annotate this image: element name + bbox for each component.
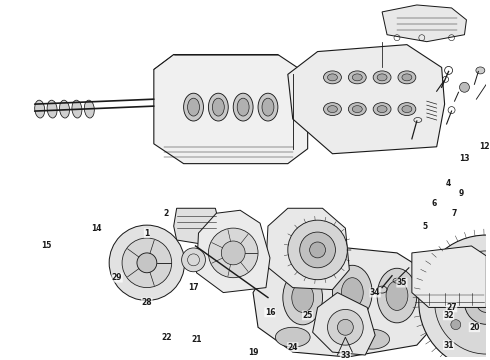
Ellipse shape [184,93,203,121]
Ellipse shape [327,74,338,81]
Text: 21: 21 [191,335,202,344]
Circle shape [451,275,461,285]
Ellipse shape [342,278,363,307]
Ellipse shape [188,98,199,116]
Ellipse shape [355,329,390,349]
Circle shape [419,235,490,360]
Circle shape [109,225,185,301]
Circle shape [122,238,172,288]
Polygon shape [313,293,375,355]
Circle shape [465,281,490,324]
Text: 4: 4 [446,179,451,188]
Ellipse shape [283,270,322,325]
Ellipse shape [333,265,372,320]
Polygon shape [154,55,308,164]
Text: 25: 25 [302,311,313,320]
Ellipse shape [35,100,45,118]
Ellipse shape [84,100,94,118]
Circle shape [451,320,461,330]
Text: 12: 12 [479,142,490,151]
Polygon shape [196,210,270,293]
Ellipse shape [323,71,342,84]
Text: 9: 9 [459,189,464,198]
Text: 14: 14 [91,224,101,233]
Ellipse shape [402,74,412,81]
Polygon shape [382,5,466,42]
Text: 31: 31 [443,341,454,350]
Ellipse shape [348,103,366,116]
Ellipse shape [323,103,342,116]
Text: 32: 32 [443,311,454,320]
Polygon shape [412,246,486,307]
Text: 15: 15 [42,242,52,251]
Text: 1: 1 [144,229,149,238]
Text: 33: 33 [340,351,351,360]
Ellipse shape [258,93,278,121]
Circle shape [208,228,258,278]
Circle shape [435,251,490,354]
Ellipse shape [262,98,274,116]
Ellipse shape [208,93,228,121]
Ellipse shape [373,103,391,116]
Ellipse shape [72,100,82,118]
Text: 24: 24 [288,343,298,352]
Ellipse shape [233,93,253,121]
Ellipse shape [348,71,366,84]
Ellipse shape [47,100,57,118]
Ellipse shape [352,105,362,113]
Ellipse shape [59,100,70,118]
Ellipse shape [476,67,485,74]
Text: 13: 13 [459,154,470,163]
Text: 17: 17 [188,283,199,292]
Text: 7: 7 [452,209,457,218]
Ellipse shape [327,105,338,113]
Text: 22: 22 [162,333,172,342]
Text: 28: 28 [142,298,152,307]
Text: 16: 16 [265,308,275,317]
Ellipse shape [275,327,310,347]
Circle shape [300,232,336,268]
Text: 20: 20 [469,323,480,332]
Text: 29: 29 [112,273,122,282]
Ellipse shape [386,281,408,310]
Text: 2: 2 [163,209,169,218]
Ellipse shape [402,105,412,113]
Ellipse shape [377,268,417,323]
Ellipse shape [352,74,362,81]
Polygon shape [253,246,441,357]
Ellipse shape [292,283,314,312]
Polygon shape [266,208,349,289]
Text: 5: 5 [422,222,427,231]
Ellipse shape [377,74,387,81]
Circle shape [221,241,245,265]
Polygon shape [173,208,219,246]
Text: 6: 6 [431,199,436,208]
Circle shape [182,248,205,272]
Circle shape [327,310,363,345]
Circle shape [338,319,353,335]
Text: 35: 35 [397,278,407,287]
Circle shape [460,82,469,92]
Ellipse shape [377,105,387,113]
Ellipse shape [373,71,391,84]
Polygon shape [288,45,444,154]
Ellipse shape [212,98,224,116]
Ellipse shape [237,98,249,116]
Text: 27: 27 [446,303,457,312]
Ellipse shape [398,71,416,84]
Circle shape [288,220,347,280]
Circle shape [137,253,157,273]
Circle shape [310,242,325,258]
Text: 19: 19 [248,348,258,357]
Ellipse shape [398,103,416,116]
Text: 34: 34 [370,288,380,297]
